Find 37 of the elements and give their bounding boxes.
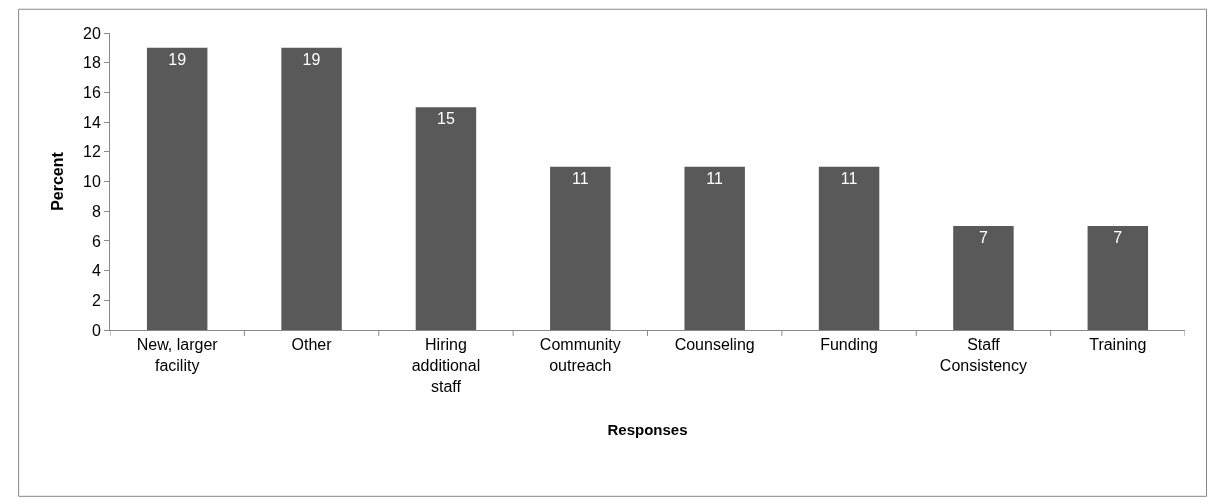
x-tick-label: Community outreach (539, 336, 621, 374)
y-tick-label: 10 (83, 173, 101, 191)
y-tick-label: 0 (91, 321, 101, 339)
data-label: 11 (706, 169, 724, 187)
y-tick-label: 6 (91, 232, 101, 250)
bar (953, 226, 1014, 330)
data-label: 11 (840, 169, 858, 187)
y-tick-label: 8 (91, 202, 101, 220)
bar (818, 166, 880, 330)
x-tick-label: New, larger facility (136, 336, 219, 374)
x-tick-label: Staff Consistency (939, 336, 1028, 374)
bar (146, 47, 208, 330)
bar (684, 166, 745, 330)
bar (415, 107, 477, 330)
y-tick-label: 20 (83, 24, 101, 42)
x-axis-title: Responses (607, 420, 688, 438)
x-tick-label: Other (291, 336, 333, 354)
x-tick-label: Training (1089, 336, 1147, 354)
data-label: 7 (1113, 229, 1123, 247)
y-axis-title: Percent (48, 151, 66, 211)
data-label: 19 (302, 50, 321, 68)
bar (1087, 226, 1149, 330)
y-tick-label: 14 (83, 113, 101, 131)
x-tick-label: Hiring additional staff (411, 336, 481, 395)
bar (550, 166, 611, 330)
data-label: 7 (978, 229, 988, 247)
y-tick-label: 18 (83, 54, 101, 72)
data-label: 15 (436, 110, 455, 128)
y-tick-label: 4 (91, 262, 101, 280)
y-tick-label: 16 (83, 84, 101, 101)
x-tick-label: Counseling (674, 336, 755, 354)
x-tick-label: Funding (820, 336, 878, 354)
data-label: 19 (168, 50, 187, 68)
y-tick-label: 12 (83, 143, 101, 161)
data-label: 11 (571, 169, 589, 187)
y-tick-label: 2 (91, 291, 101, 309)
bar (281, 47, 342, 330)
